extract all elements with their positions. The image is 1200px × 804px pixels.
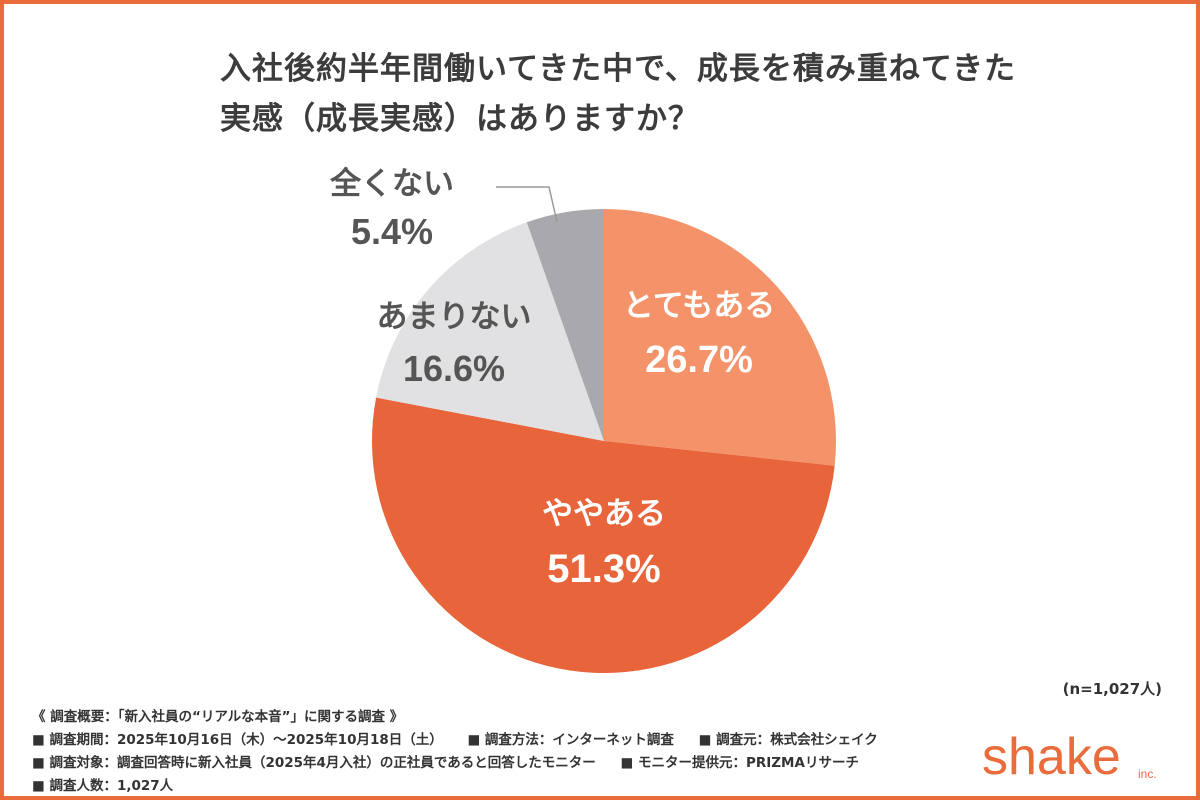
notes-source: ■ 調査元：株式会社シェイク (698, 732, 878, 748)
pie-chart: とてもある 26.7% ややある 51.3% あまりない 16.6% 全くない 5.4% (329, 166, 836, 673)
shake-logo: shake inc. (982, 728, 1157, 786)
slice-mattaku-nai (526, 209, 604, 441)
title-line-2: 実感（成長実感）はありますか？ (220, 101, 700, 137)
slice-yaya-aru (372, 397, 835, 673)
slice-totemo-aru-value: 26.7% (645, 339, 753, 381)
leader-line (496, 186, 558, 223)
notes-method: ■ 調査方法：インターネット調査 (467, 732, 674, 748)
slice-totemo-aru (604, 209, 836, 466)
slice-mattaku-nai-label: 全くない (329, 166, 454, 202)
notes-period: ■ 調査期間：2025年10月16日（木）〜2025年10月18日（土） (32, 732, 443, 748)
slice-mattaku-nai-value: 5.4% (351, 211, 433, 252)
slice-amari-nai-value: 16.6% (403, 348, 505, 389)
slice-amari-nai (376, 222, 604, 441)
slice-yaya-aru-value: 51.3% (547, 547, 660, 591)
survey-notes: 《 調査概要：「新入社員の“リアルな本音”」に関する調査 》 ■ 調査期間：20… (32, 706, 898, 798)
notes-heading: 《 調査概要：「新入社員の“リアルな本音”」に関する調査 》 (32, 709, 404, 725)
chart-title: 入社後約半年間働いてきた中で、成長を積み重ねてきた 実感（成長実感）はありますか… (220, 44, 1120, 144)
notes-target: ■ 調査対象：調査回答時に新入社員（2025年4月入社）の正社員であると回答した… (32, 755, 596, 771)
notes-count: ■ 調査人数：1,027人 (32, 778, 174, 794)
sample-size: (n=1,027人) (1062, 680, 1162, 698)
title-line-1: 入社後約半年間働いてきた中で、成長を積み重ねてきた (220, 51, 1016, 87)
slice-amari-nai-label: あまりない (377, 299, 532, 335)
logo-text: shake (982, 728, 1121, 786)
logo-suffix: inc. (1138, 767, 1157, 781)
slice-yaya-aru-label: ややある (542, 496, 666, 532)
notes-monitor: ■ モニター提供元：PRIZMAリサーチ (620, 755, 859, 771)
slice-totemo-aru-label: とてもある (623, 288, 776, 324)
